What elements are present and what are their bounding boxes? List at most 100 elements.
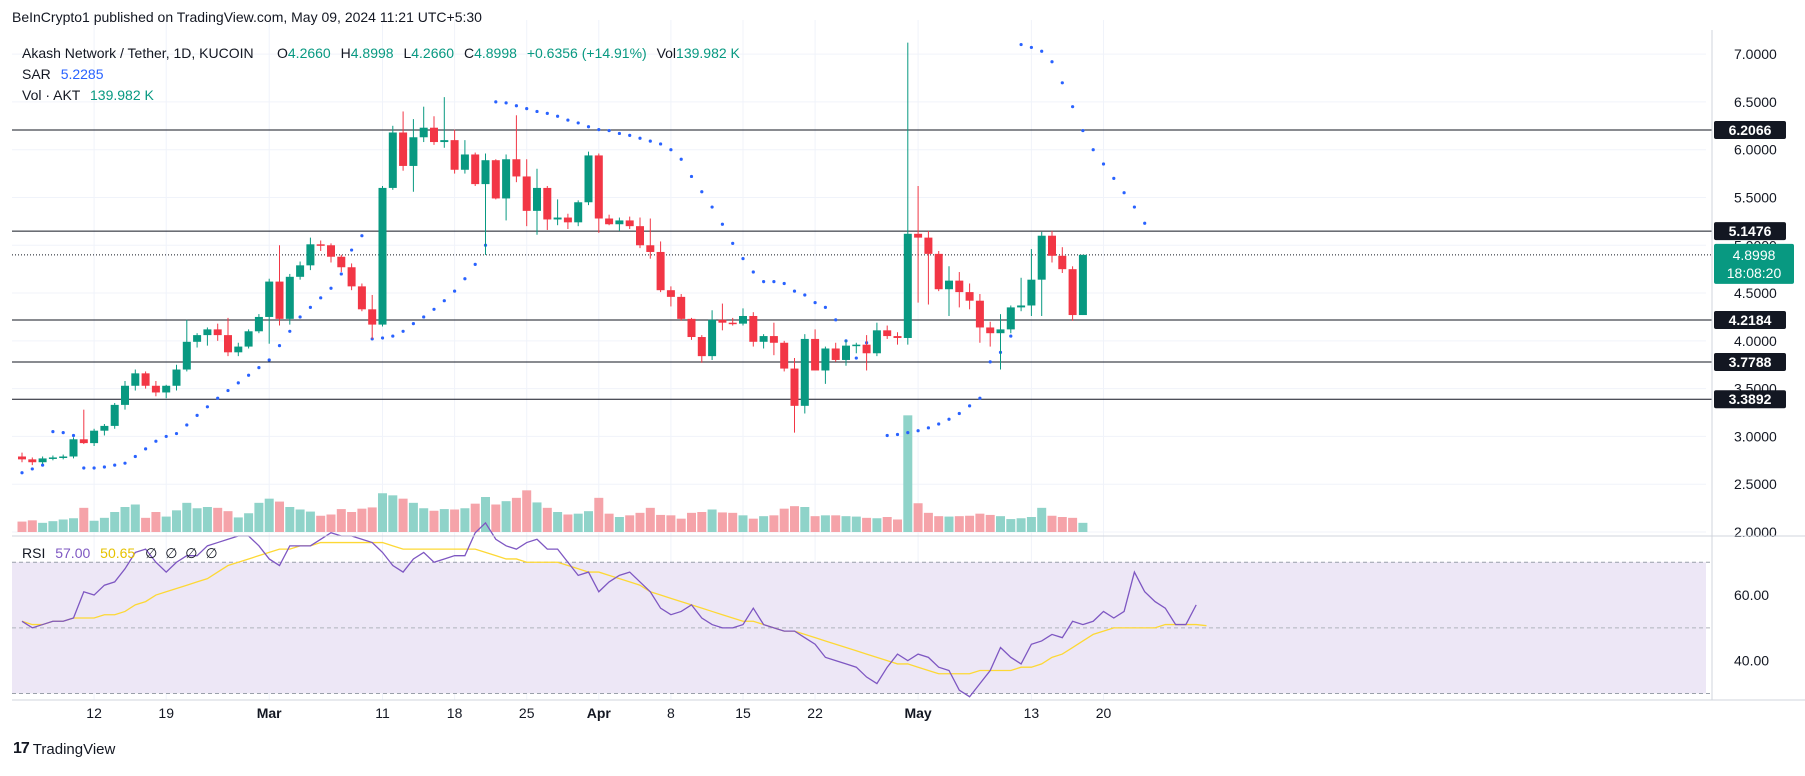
legend-volume: Vol · AKT 139.982 K [22, 87, 154, 103]
candle [254, 314, 263, 334]
candle-body [90, 430, 99, 444]
volume-bar [748, 518, 758, 532]
volume-bar [573, 513, 583, 532]
sar-dot [339, 272, 343, 276]
sar-dot [679, 157, 683, 161]
time-tick-label: 20 [1096, 705, 1112, 721]
candle [224, 317, 232, 357]
candle-body [430, 127, 438, 143]
candle-body [224, 335, 232, 353]
sar-dot [834, 318, 838, 322]
candle-body [193, 335, 202, 342]
candle-body [996, 329, 1005, 334]
volume-bar [38, 522, 48, 532]
candle-body [162, 385, 171, 393]
candle [543, 186, 552, 230]
volume-bar [285, 507, 295, 532]
candle [471, 152, 480, 187]
candle-body [368, 309, 377, 325]
sar-dot [92, 466, 96, 470]
sar-dot [700, 190, 704, 194]
candle-body [862, 344, 871, 354]
sar-dot [617, 131, 622, 136]
volume-bar [944, 516, 954, 532]
candle-body [296, 265, 305, 277]
candle-body [203, 329, 212, 336]
candle-body [522, 176, 531, 211]
volume-bar [800, 507, 810, 532]
candle-body [419, 127, 428, 138]
volume-bar [923, 512, 933, 532]
candle [182, 319, 191, 372]
volume-bar [419, 508, 429, 532]
candlesticks [18, 42, 1087, 466]
volume-bar [450, 509, 460, 532]
level-badge-bg [1714, 390, 1786, 409]
candle [584, 151, 593, 206]
volume-bar [862, 517, 872, 532]
level-badge-label: 5.1476 [1729, 223, 1772, 239]
candle [38, 456, 47, 465]
candle-body [121, 385, 129, 405]
candle [59, 454, 68, 460]
volume-bars [17, 415, 1088, 532]
volume-bar [481, 497, 490, 532]
sar-dot [494, 100, 498, 104]
tradingview-logo-icon: 17 [13, 740, 30, 757]
legend-ohlc: O4.2660 H4.8998 L4.2660 C4.8998 +0.6356 … [277, 45, 741, 61]
candle-body [769, 336, 778, 343]
sar-dot [885, 433, 889, 438]
volume-bar [388, 495, 398, 532]
candle-body [594, 155, 603, 219]
tradingview-logo[interactable]: 17 TradingView [13, 740, 115, 758]
candle-body [759, 336, 768, 342]
sar-dot [1091, 148, 1095, 152]
candle [728, 317, 737, 326]
sar-dot [1040, 49, 1044, 53]
sar-dot [391, 334, 395, 338]
candle-body [574, 202, 583, 223]
candle [1048, 230, 1056, 263]
candle-body [533, 187, 541, 211]
time-tick-label: Mar [257, 705, 282, 721]
sar-dot [164, 434, 168, 439]
volume-bar [79, 507, 89, 532]
candle-body [399, 132, 408, 166]
volume-bar [841, 516, 851, 532]
volume-bar [625, 515, 635, 532]
sar-dot [720, 222, 725, 226]
candle-body [718, 319, 727, 323]
candle-body [739, 315, 747, 324]
volume-bar [172, 510, 181, 532]
volume-bar [728, 512, 738, 532]
sar-dot [1132, 205, 1136, 209]
candle [203, 327, 212, 346]
candle-body [378, 187, 387, 325]
candle-body [1048, 235, 1056, 256]
candle [131, 369, 140, 391]
volume-bar [1026, 517, 1036, 532]
candle-body [646, 245, 655, 252]
sar-dot [710, 205, 714, 209]
candle [533, 168, 541, 235]
sar-dot [380, 336, 385, 340]
volume-bar [501, 501, 511, 532]
candle [1037, 231, 1046, 316]
candle [48, 455, 57, 461]
sar-dot [906, 431, 910, 435]
candle-body [131, 373, 140, 386]
candle [327, 243, 335, 263]
price-tick-label: 5.5000 [1734, 189, 1777, 205]
candle [244, 329, 253, 349]
candle [903, 42, 912, 345]
candle [460, 140, 469, 174]
volume-bar [934, 516, 944, 532]
candle [862, 335, 871, 371]
sar-dot [236, 381, 240, 385]
volume-bar [89, 520, 99, 532]
rsi-tick-label: 40.00 [1734, 653, 1769, 669]
volume-bar [1057, 517, 1067, 532]
candle-body [986, 327, 995, 334]
